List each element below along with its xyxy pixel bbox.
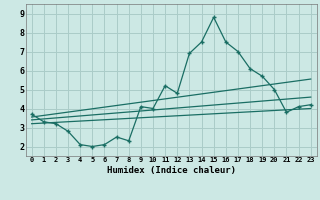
X-axis label: Humidex (Indice chaleur): Humidex (Indice chaleur): [107, 166, 236, 175]
